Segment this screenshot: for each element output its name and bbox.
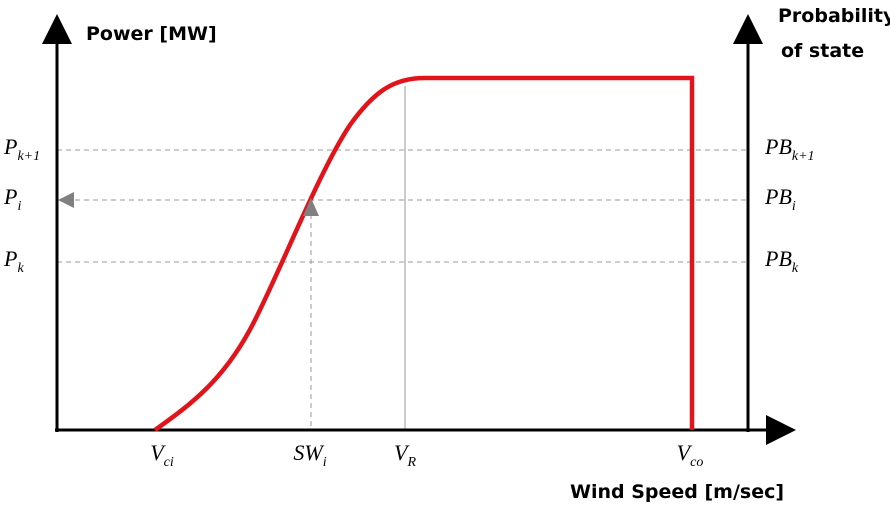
label-main: P — [3, 184, 17, 209]
arrow-left — [58, 192, 74, 208]
label-sub: k — [17, 261, 24, 276]
math-label: Vci — [150, 440, 174, 470]
label-sub: i — [792, 199, 796, 214]
axes — [42, 14, 796, 445]
label-main: PB — [764, 134, 792, 159]
y2-axis-title: of state — [781, 40, 864, 62]
label-sub: R — [406, 455, 416, 470]
label-main: V — [394, 440, 410, 465]
label-sub: i — [323, 455, 327, 470]
label-main: V — [150, 440, 166, 465]
math-label: Pi — [3, 184, 21, 214]
label-main: PB — [764, 184, 792, 209]
label-sub: co — [690, 455, 703, 470]
math-label: PBi — [764, 184, 796, 214]
guides — [57, 149, 748, 430]
math-label: PBk+1 — [764, 134, 815, 164]
label-main: SW — [293, 440, 324, 465]
label-main: V — [677, 440, 693, 465]
label-sub: k+1 — [792, 149, 815, 164]
x-axis-title: Wind Speed [m/sec] — [570, 481, 784, 503]
label-sub: k+1 — [17, 149, 40, 164]
y-axis-title: Power [MW] — [86, 23, 217, 45]
label-sub: i — [17, 199, 21, 214]
label-main: P — [3, 246, 17, 271]
label-main: PB — [764, 246, 792, 271]
arrow-up — [303, 198, 319, 216]
label-sub: ci — [164, 455, 174, 470]
power-curve — [153, 75, 695, 432]
math-label: Vco — [677, 440, 704, 470]
math-label: SWi — [293, 440, 326, 470]
y2-axis-title: Probability — [778, 5, 890, 27]
math-label: PBk — [764, 246, 799, 276]
label-sub: k — [792, 261, 799, 276]
label-main: P — [3, 134, 17, 159]
math-label: Pk — [3, 246, 24, 276]
math-label: VR — [394, 440, 416, 470]
math-label: Pk+1 — [3, 134, 40, 164]
